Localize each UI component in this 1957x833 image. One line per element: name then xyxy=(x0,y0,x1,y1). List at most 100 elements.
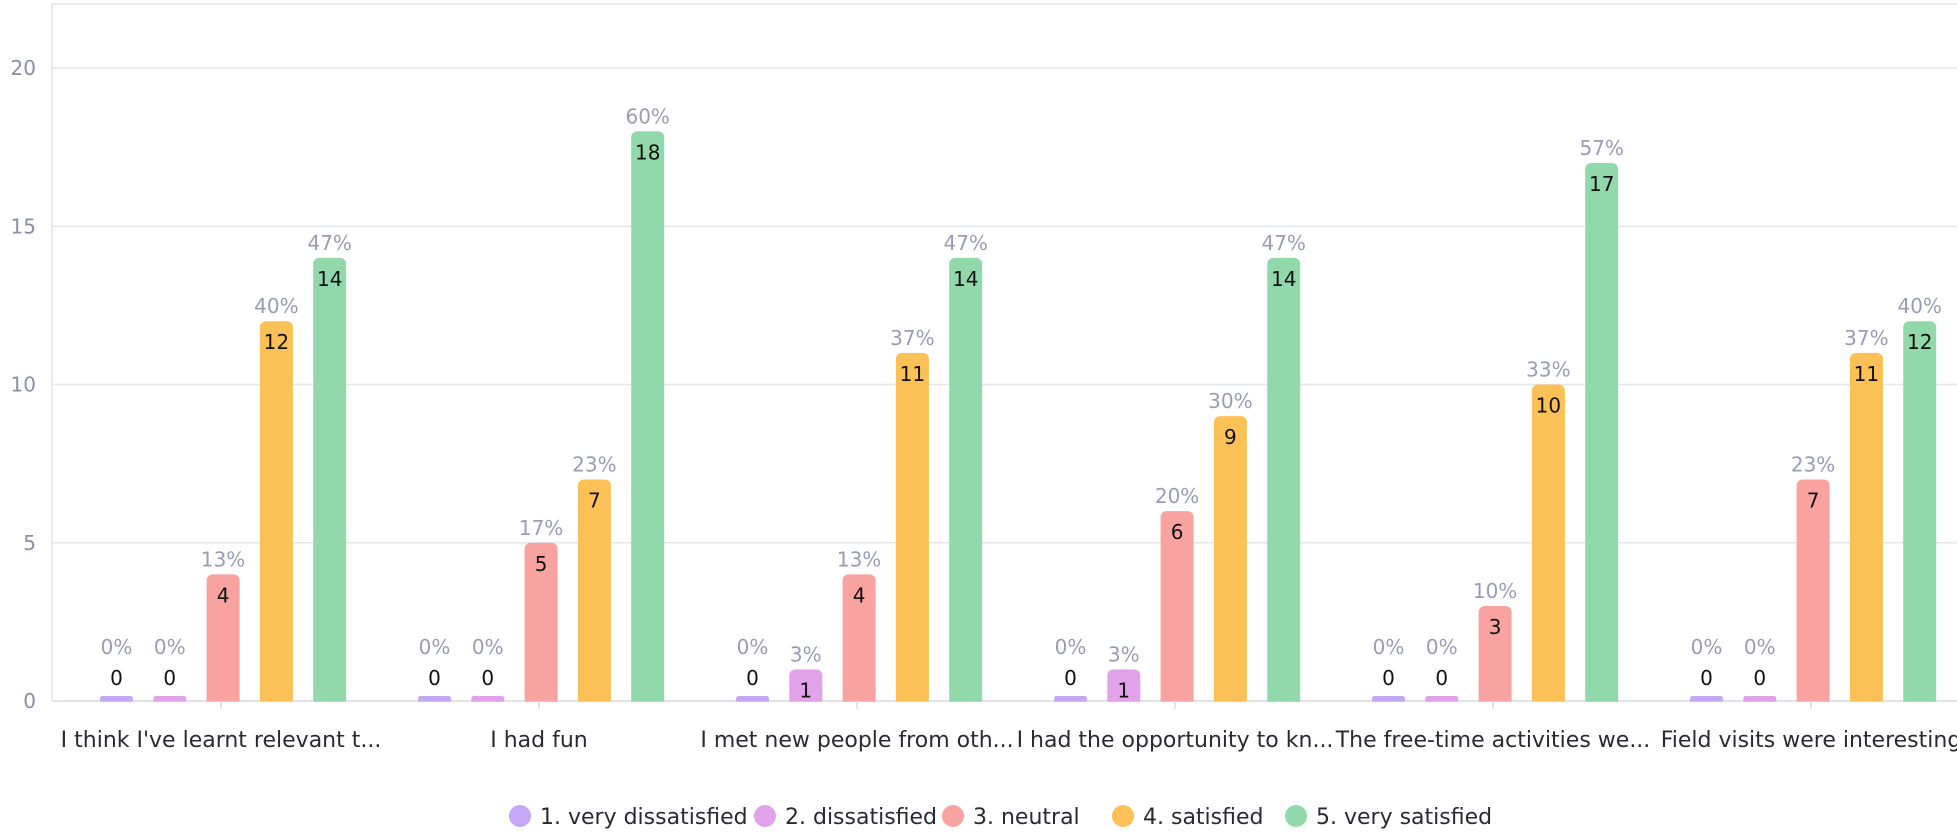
bar-group: 0 0% 0 0% 4 13% 12 40% 14 47% I think I've learnt … xyxy=(61,231,382,753)
bar[interactable] xyxy=(577,479,611,707)
bar-group: 0 0% 0 0% 7 23% 11 37% 12 40% Field visits were in… xyxy=(1661,294,1957,753)
data-label-percent: 37% xyxy=(1844,326,1888,350)
data-label-percent: 57% xyxy=(1579,136,1623,160)
bar[interactable] xyxy=(1585,162,1619,707)
data-label-percent: 0% xyxy=(154,635,186,659)
bar[interactable] xyxy=(1372,696,1405,704)
bar[interactable] xyxy=(1160,511,1194,707)
x-tick-label: I met new people from oth... xyxy=(700,728,1013,753)
bar-baseline-mask xyxy=(1106,701,1142,710)
bar[interactable] xyxy=(1796,479,1830,707)
bar[interactable] xyxy=(206,574,240,707)
data-label-count: 4 xyxy=(853,583,866,607)
bar[interactable] xyxy=(949,257,983,707)
data-label-count: 10 xyxy=(1536,394,1561,418)
data-label-count: 7 xyxy=(588,488,601,512)
x-tick-label: I had fun xyxy=(490,728,588,753)
data-label-percent: 3% xyxy=(790,642,822,666)
bar[interactable] xyxy=(1107,669,1141,707)
bar[interactable] xyxy=(736,696,769,704)
data-label-percent: 23% xyxy=(1791,452,1835,476)
legend-label: 5. very satisfied xyxy=(1316,805,1492,830)
bar-baseline-mask xyxy=(1266,701,1302,710)
data-label-count: 7 xyxy=(1807,488,1820,512)
bar-baseline-mask xyxy=(470,701,506,707)
bar[interactable] xyxy=(1690,696,1723,704)
data-label-count: 11 xyxy=(900,362,925,386)
legend-item[interactable]: 1. very dissatisfied xyxy=(509,805,748,830)
bar-baseline-mask xyxy=(258,701,294,710)
bar-baseline-mask xyxy=(1159,701,1195,710)
data-label-count: 11 xyxy=(1854,362,1879,386)
bar[interactable] xyxy=(1903,321,1937,707)
data-label-count: 5 xyxy=(535,552,548,576)
bar-baseline-mask xyxy=(1053,701,1088,707)
bar[interactable] xyxy=(524,542,558,707)
bar-baseline-mask xyxy=(1530,701,1566,710)
bar[interactable] xyxy=(789,669,823,707)
bar-baseline-mask xyxy=(152,701,188,707)
data-label-percent: 37% xyxy=(890,326,934,350)
data-label-count: 0 xyxy=(163,666,176,690)
y-tick-label: 15 xyxy=(11,214,36,238)
plot-frame xyxy=(51,3,1957,701)
bar[interactable] xyxy=(1267,257,1301,707)
data-label-count: 14 xyxy=(1271,267,1296,291)
bar[interactable] xyxy=(1478,606,1512,707)
data-label-count: 1 xyxy=(1117,678,1130,702)
y-tick-label: 10 xyxy=(11,373,36,397)
bar[interactable] xyxy=(895,352,929,707)
data-label-count: 1 xyxy=(799,678,812,702)
legend-label: 4. satisfied xyxy=(1143,805,1263,830)
bar[interactable] xyxy=(1743,696,1777,704)
data-label-count: 0 xyxy=(1753,666,1766,690)
data-label-count: 0 xyxy=(428,666,441,690)
legend-label: 3. neutral xyxy=(973,805,1080,830)
bar[interactable] xyxy=(1849,352,1883,707)
data-label-percent: 0% xyxy=(1373,635,1405,659)
bar[interactable] xyxy=(1425,696,1459,704)
bar-group: 0 0% 1 3% 6 20% 9 30% 14 47% I had the opportunity… xyxy=(1017,231,1334,753)
legend-item[interactable]: 3. neutral xyxy=(942,805,1080,830)
data-label-count: 0 xyxy=(1064,666,1077,690)
data-label-percent: 13% xyxy=(201,547,245,571)
bar[interactable] xyxy=(631,131,665,708)
data-label-count: 3 xyxy=(1489,615,1502,639)
bar[interactable] xyxy=(313,257,347,707)
bar-baseline-mask xyxy=(1212,701,1248,710)
bar[interactable] xyxy=(259,321,293,707)
data-label-count: 0 xyxy=(1435,666,1448,690)
legend-item[interactable]: 5. very satisfied xyxy=(1285,805,1492,830)
bar-baseline-mask xyxy=(841,701,877,710)
bar[interactable] xyxy=(471,696,505,704)
bar[interactable] xyxy=(1213,416,1247,707)
data-label-percent: 0% xyxy=(1691,635,1723,659)
data-label-percent: 47% xyxy=(307,231,351,255)
bar[interactable] xyxy=(100,696,133,704)
x-tick-label: The free-time activities we... xyxy=(1335,728,1651,753)
y-tick-label: 0 xyxy=(23,689,36,713)
bar-baseline-mask xyxy=(312,701,348,710)
bar-baseline-mask xyxy=(1584,701,1620,710)
bar[interactable] xyxy=(153,696,187,704)
data-label-percent: 40% xyxy=(254,294,298,318)
y-tick-label: 5 xyxy=(23,531,36,555)
legend-item[interactable]: 2. dissatisfied xyxy=(754,805,937,830)
data-label-count: 0 xyxy=(110,666,123,690)
bar-baseline-mask xyxy=(788,701,824,710)
legend-item[interactable]: 4. satisfied xyxy=(1112,805,1263,830)
data-label-percent: 0% xyxy=(101,635,133,659)
bar-baseline-mask xyxy=(948,701,984,710)
data-label-percent: 0% xyxy=(1426,635,1458,659)
bar-baseline-mask xyxy=(1902,701,1938,710)
data-label-percent: 0% xyxy=(419,635,451,659)
data-label-percent: 40% xyxy=(1897,294,1941,318)
data-label-percent: 0% xyxy=(737,635,769,659)
bar[interactable] xyxy=(1531,384,1565,708)
bar-group: 0 0% 0 0% 3 10% 10 33% 17 57% The free-time activi… xyxy=(1335,136,1651,753)
bar[interactable] xyxy=(418,696,451,704)
bar[interactable] xyxy=(1054,696,1087,704)
bar[interactable] xyxy=(842,574,876,707)
